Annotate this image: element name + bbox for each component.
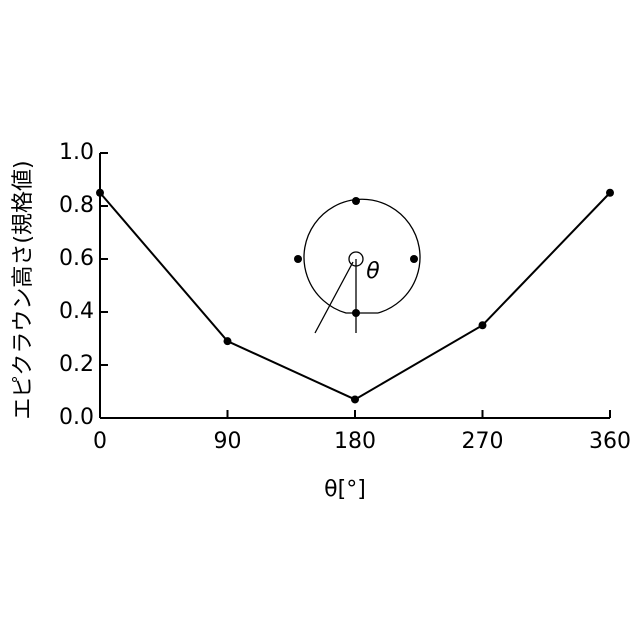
y-tick-label: 0.8	[59, 193, 94, 218]
x-tick-label: 90	[214, 429, 242, 454]
y-tick-label: 0.2	[59, 352, 94, 377]
inset-dot	[294, 255, 302, 263]
inset-dot	[410, 255, 418, 263]
x-tick-label: 360	[589, 429, 631, 454]
chart: θ[°] エピクラウン高さ(規格値) θ 0.0 0.2 0.4 0.6 0.8 1.0 0…	[0, 0, 640, 640]
y-tick-label: 0.4	[59, 299, 94, 324]
y-tick-label: 1.0	[59, 140, 94, 165]
inset-diagram	[294, 197, 420, 333]
data-point	[479, 321, 487, 329]
inset-dot	[352, 197, 360, 205]
inset-dot	[352, 309, 360, 317]
y-tick-label: 0.6	[59, 246, 94, 271]
data-point	[224, 337, 232, 345]
y-tick-label: 0.0	[59, 405, 94, 430]
data-point	[351, 395, 359, 403]
data-point	[96, 189, 104, 197]
annotation: θ	[366, 259, 380, 284]
x-axis-label: θ[°]	[324, 477, 366, 502]
series-line	[100, 193, 610, 400]
x-tick-label: 180	[334, 429, 376, 454]
x-tick-label: 0	[93, 429, 107, 454]
y-axis-label: エピクラウン高さ(規格値)	[11, 160, 36, 419]
x-tick-label: 270	[462, 429, 504, 454]
data-point	[606, 189, 614, 197]
